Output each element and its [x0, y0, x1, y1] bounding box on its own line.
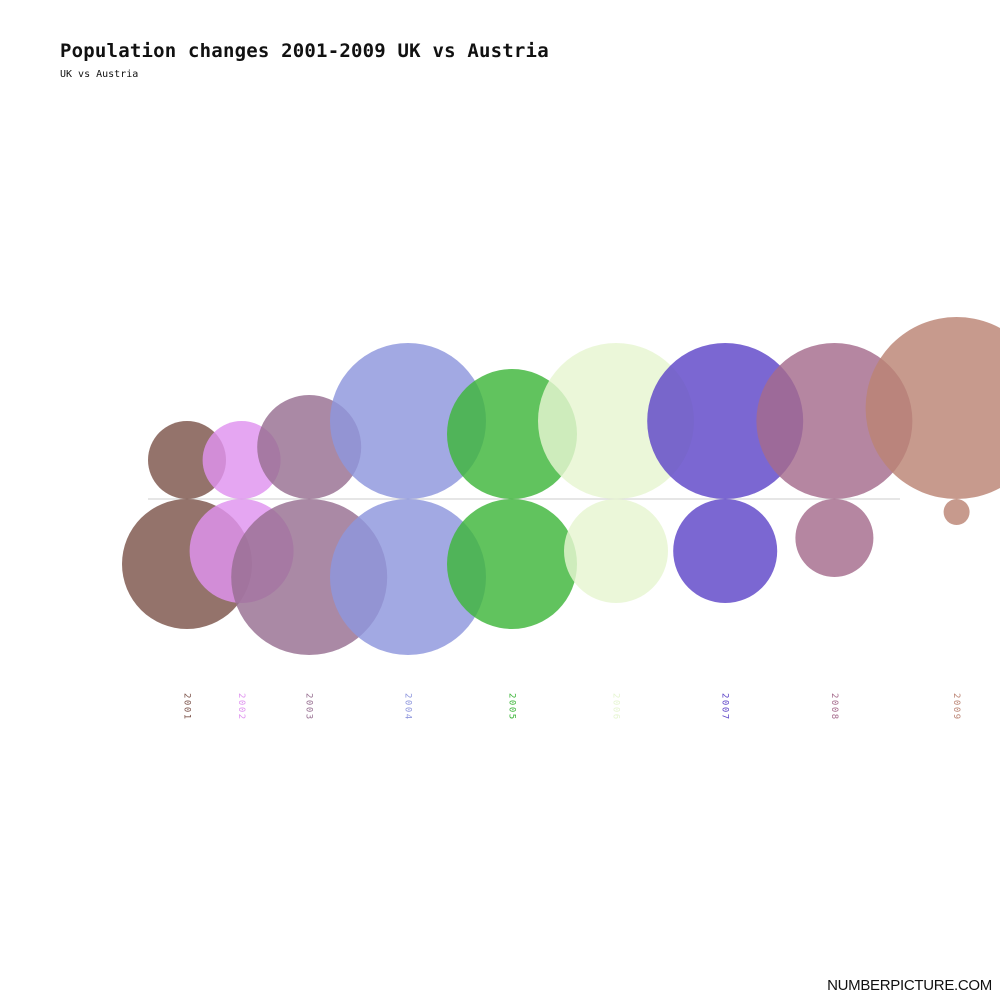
- year-label-2005: 2005: [507, 693, 517, 721]
- bubble-lower-2005[interactable]: [447, 499, 577, 629]
- year-label-2007: 2007: [720, 693, 730, 721]
- bubble-lower-2006[interactable]: [564, 499, 668, 603]
- bubble-upper-2004[interactable]: [330, 343, 486, 499]
- year-label-2003: 2003: [304, 693, 314, 721]
- bubble-lower-2007[interactable]: [673, 499, 778, 603]
- bubble-lower-2004[interactable]: [330, 499, 486, 655]
- brand-logo[interactable]: NUMBERPICTURE.COM: [827, 977, 992, 994]
- chart-title: Population changes 2001-2009 UK vs Austr…: [60, 40, 549, 62]
- year-labels: 2001 2002 2003 2004 2005 2006 2007 2008 2009: [182, 693, 962, 721]
- bubble-upper-2001[interactable]: [148, 421, 226, 499]
- chart-subtitle: UK vs Austria: [60, 69, 139, 80]
- year-label-2009: 2009: [951, 693, 961, 721]
- bubble-lower-2008[interactable]: [795, 499, 874, 577]
- year-label-2001: 2001: [182, 693, 192, 721]
- bubble-upper-2006[interactable]: [538, 343, 694, 499]
- year-label-2006: 2006: [611, 693, 621, 721]
- bubble-upper-2009[interactable]: [865, 317, 1000, 499]
- year-label-2004: 2004: [403, 693, 413, 721]
- year-label-2008: 2008: [829, 693, 839, 721]
- year-label-2002: 2002: [236, 693, 246, 721]
- bubbles: [122, 317, 1000, 655]
- bubble-lower-2009[interactable]: [943, 499, 970, 525]
- bubble-upper-2007[interactable]: [647, 343, 804, 499]
